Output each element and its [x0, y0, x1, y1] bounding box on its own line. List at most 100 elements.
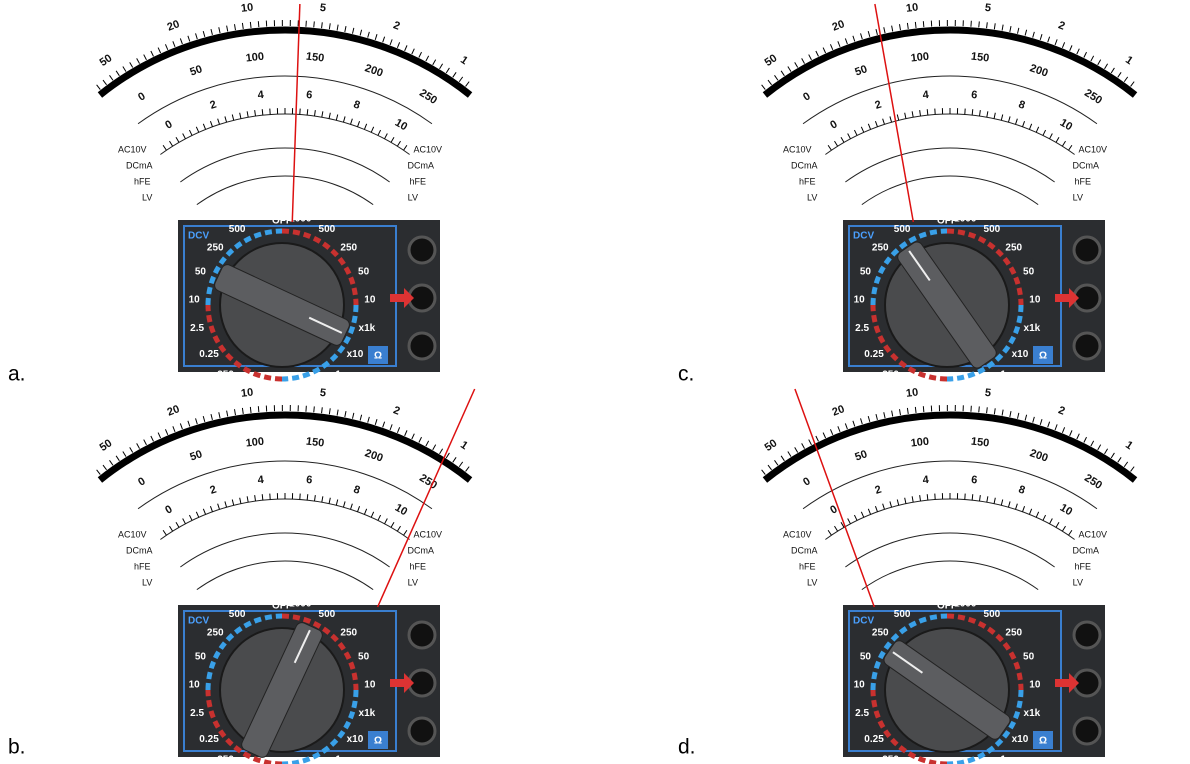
- scale-number: 4: [257, 474, 265, 487]
- dial-position: x10: [347, 349, 364, 360]
- scale-number: 6: [306, 474, 313, 487]
- scale-tick: [1047, 421, 1051, 428]
- scale-tick: [986, 22, 988, 29]
- scale-tick: [1049, 518, 1053, 525]
- dial-position: x10: [1012, 349, 1029, 360]
- scale-tick: [202, 415, 206, 423]
- dial-ring-red: [205, 689, 283, 764]
- dial-ohm: Ω: [1039, 736, 1047, 747]
- scale-tick: [182, 518, 186, 525]
- scale-tick: [226, 410, 229, 417]
- scale-tick: [129, 447, 134, 453]
- scale-tick: [314, 495, 316, 502]
- scale-tick: [1032, 416, 1035, 423]
- scale-tick: [396, 427, 401, 434]
- scale-side-label: hFE: [134, 176, 151, 186]
- dial-position: x1: [995, 755, 1007, 764]
- scale-tick: [867, 508, 872, 515]
- dial-position: 500: [229, 609, 246, 620]
- scale-tick: [210, 413, 213, 421]
- scale-number: 2: [1057, 404, 1067, 417]
- scale-tick: [122, 66, 127, 72]
- scale-tick: [246, 111, 249, 118]
- scale-arc-thin: [180, 147, 390, 183]
- dial-position: 250: [340, 242, 357, 253]
- dial-position: x1: [995, 370, 1007, 381]
- scale-number: 20: [831, 18, 847, 34]
- scale-arc: [97, 26, 473, 98]
- scale-tick: [774, 75, 779, 81]
- scale-tick: [432, 444, 437, 451]
- scale-tick: [115, 70, 120, 77]
- jack: [1072, 235, 1102, 265]
- jack-arrow: [390, 288, 414, 308]
- dial-position: 1000: [289, 214, 312, 225]
- dial-position: 1000: [289, 599, 312, 610]
- dial-position: 250u: [217, 755, 240, 764]
- dial-position: 500: [319, 224, 336, 235]
- scale-tick: [874, 505, 878, 512]
- scale-number: 2: [874, 99, 884, 112]
- scale-number: 5: [319, 2, 327, 15]
- scale-tick: [249, 21, 252, 28]
- scale-number: 250: [1082, 472, 1104, 492]
- scale-number: 1: [458, 439, 470, 452]
- scale-tick: [1009, 411, 1012, 418]
- scale-tick: [218, 412, 221, 419]
- scale-tick: [357, 505, 361, 512]
- scale-tick: [767, 464, 772, 471]
- scale-tick: [164, 429, 169, 436]
- dial-position: 1000: [954, 599, 977, 610]
- knob-handle: [897, 241, 997, 369]
- dial-position: 10: [854, 680, 866, 691]
- dial-position: 50: [358, 267, 370, 278]
- scale-tick: [367, 31, 370, 38]
- scale-number: 20: [166, 403, 182, 419]
- scale-tick: [1001, 24, 1004, 31]
- scale-tick: [344, 26, 347, 33]
- jack: [1072, 620, 1102, 650]
- scale-tick: [1117, 457, 1122, 463]
- scale-number: 50: [763, 52, 780, 69]
- scale-number: 2: [209, 99, 219, 112]
- scale-number: 150: [970, 51, 990, 65]
- dial-off: OFF: [272, 601, 292, 612]
- scale-tick: [1123, 76, 1129, 83]
- scale-tick: [853, 129, 858, 136]
- scale-tick: [1061, 140, 1066, 147]
- scale-tick: [993, 408, 996, 415]
- scale-side-label: DCmA: [408, 545, 435, 555]
- dial-position: 10: [189, 295, 201, 306]
- scale-number: 0: [163, 118, 174, 131]
- scale-tick: [169, 525, 174, 532]
- dial-position: 50: [195, 267, 207, 278]
- dial-position: BUZZ: [962, 383, 989, 394]
- scale-tick: [1068, 529, 1073, 536]
- scale-tick: [254, 110, 256, 117]
- scale-tick: [370, 126, 375, 133]
- scale-tick: [840, 136, 845, 143]
- scale-side-label: LV: [142, 192, 152, 202]
- jack: [407, 620, 437, 650]
- scale-tick: [403, 144, 408, 151]
- knob-handle: [883, 640, 1011, 740]
- scale-tick: [209, 505, 213, 512]
- scale-number: 50: [188, 448, 204, 463]
- dial-position: 250u: [217, 370, 240, 381]
- dial-position: 250: [207, 627, 224, 638]
- dial-ohm: Ω: [374, 736, 382, 747]
- ohm-box: [1033, 346, 1053, 364]
- scale-tick: [787, 451, 792, 457]
- scale-tick: [867, 30, 871, 38]
- scale-tick: [761, 469, 766, 475]
- scale-tick: [883, 412, 886, 419]
- scale-arc: [762, 26, 1138, 98]
- jack: [407, 235, 437, 265]
- scale-tick: [321, 407, 323, 414]
- scale-tick: [971, 494, 974, 501]
- scale-tick: [986, 496, 989, 503]
- scale-tick: [971, 109, 974, 116]
- scale-tick: [1076, 433, 1080, 440]
- scale-tick: [1123, 461, 1129, 468]
- scale-tick: [914, 21, 917, 28]
